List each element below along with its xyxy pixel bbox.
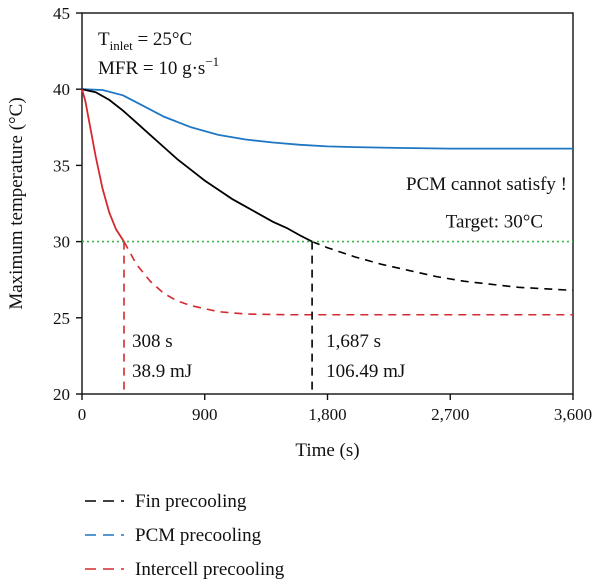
x-tick-label: 3,600 <box>554 405 592 424</box>
series-layer <box>81 88 574 316</box>
y-tick-label: 40 <box>53 80 70 99</box>
intercell-time-label: 308 s <box>132 331 173 352</box>
x-tick-label: 0 <box>78 405 87 424</box>
series-line-intercell-dashed <box>123 241 573 316</box>
y-tick-label: 45 <box>53 4 70 23</box>
inlet-temperature-label: Tinlet = 25°C <box>98 29 192 53</box>
y-tick-label: 25 <box>53 309 70 328</box>
y-tick-label: 30 <box>53 233 70 252</box>
series-line-fin-dashed <box>311 240 574 292</box>
y-tick-label: 35 <box>53 156 70 175</box>
legend-label: Fin precooling <box>135 491 247 512</box>
target-label: Target: 30°C <box>446 212 543 233</box>
legend-label: PCM precooling <box>135 525 262 546</box>
fin-energy-label: 106.49 mJ <box>326 361 405 382</box>
x-axis-title: Time (s) <box>295 440 359 461</box>
series-line-intercell-solid <box>81 88 125 243</box>
x-tick-label: 1,800 <box>308 405 346 424</box>
legend-label: Intercell precooling <box>135 559 285 580</box>
y-tick-label: 20 <box>53 385 70 404</box>
x-tick-label: 900 <box>192 405 218 424</box>
x-axis: 0 900 1,800 2,700 3,600 <box>78 394 592 424</box>
y-axis-title: Maximum temperature (°C) <box>6 97 27 309</box>
x-tick-label: 2,700 <box>431 405 469 424</box>
series-line-fin-solid <box>81 88 313 243</box>
pcm-note: PCM cannot satisfy ! <box>406 174 567 195</box>
series-line-pcm <box>81 88 573 150</box>
y-axis: 20 25 30 35 40 45 <box>53 4 82 404</box>
mass-flow-rate-label: MFR = 10 g·s−1 <box>98 54 219 79</box>
intercell-energy-label: 38.9 mJ <box>132 361 192 382</box>
fin-time-label: 1,687 s <box>326 331 381 352</box>
legend: Fin precooling PCM precooling Intercell pr… <box>85 491 285 580</box>
